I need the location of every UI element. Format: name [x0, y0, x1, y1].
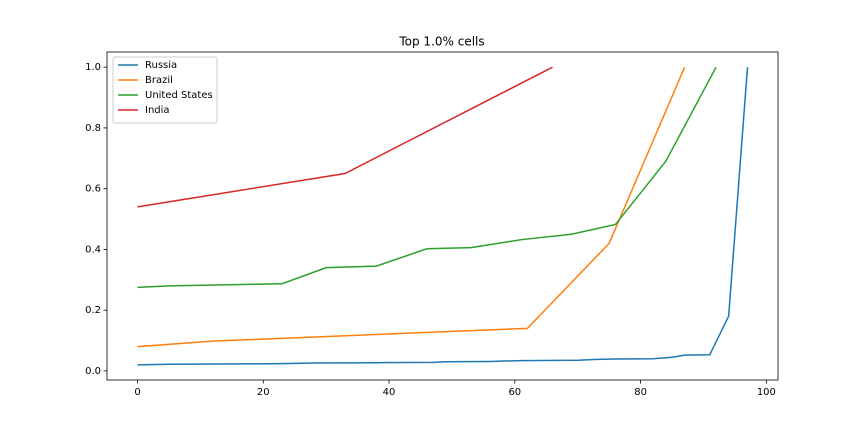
x-tick-label: 40	[383, 387, 396, 398]
legend-label: Brazil	[145, 75, 173, 86]
legend-label: India	[145, 105, 170, 116]
x-tick-label: 0	[134, 387, 140, 398]
chart-title: Top 1.0% cells	[398, 35, 484, 49]
x-tick-label: 80	[634, 387, 647, 398]
line	[137, 67, 749, 366]
y-tick-label: 0.2	[85, 305, 101, 316]
x-tick-label: 60	[508, 387, 521, 398]
y-tick-label: 0.0	[85, 366, 101, 377]
y-tick-label: 0.6	[85, 184, 101, 195]
y-tick-label: 0.8	[85, 123, 101, 134]
y-tick-label: 1.0	[85, 62, 101, 73]
axes-frame	[106, 51, 779, 381]
x-tick-label: 20	[257, 387, 270, 398]
legend-box	[112, 56, 218, 124]
line	[137, 66, 717, 289]
line	[137, 66, 686, 348]
legend-label: United States	[145, 90, 213, 101]
y-tick-label: 0.4	[85, 244, 101, 255]
legend-label: Russia	[145, 60, 177, 71]
x-tick-label: 100	[757, 387, 776, 398]
line	[137, 66, 553, 208]
